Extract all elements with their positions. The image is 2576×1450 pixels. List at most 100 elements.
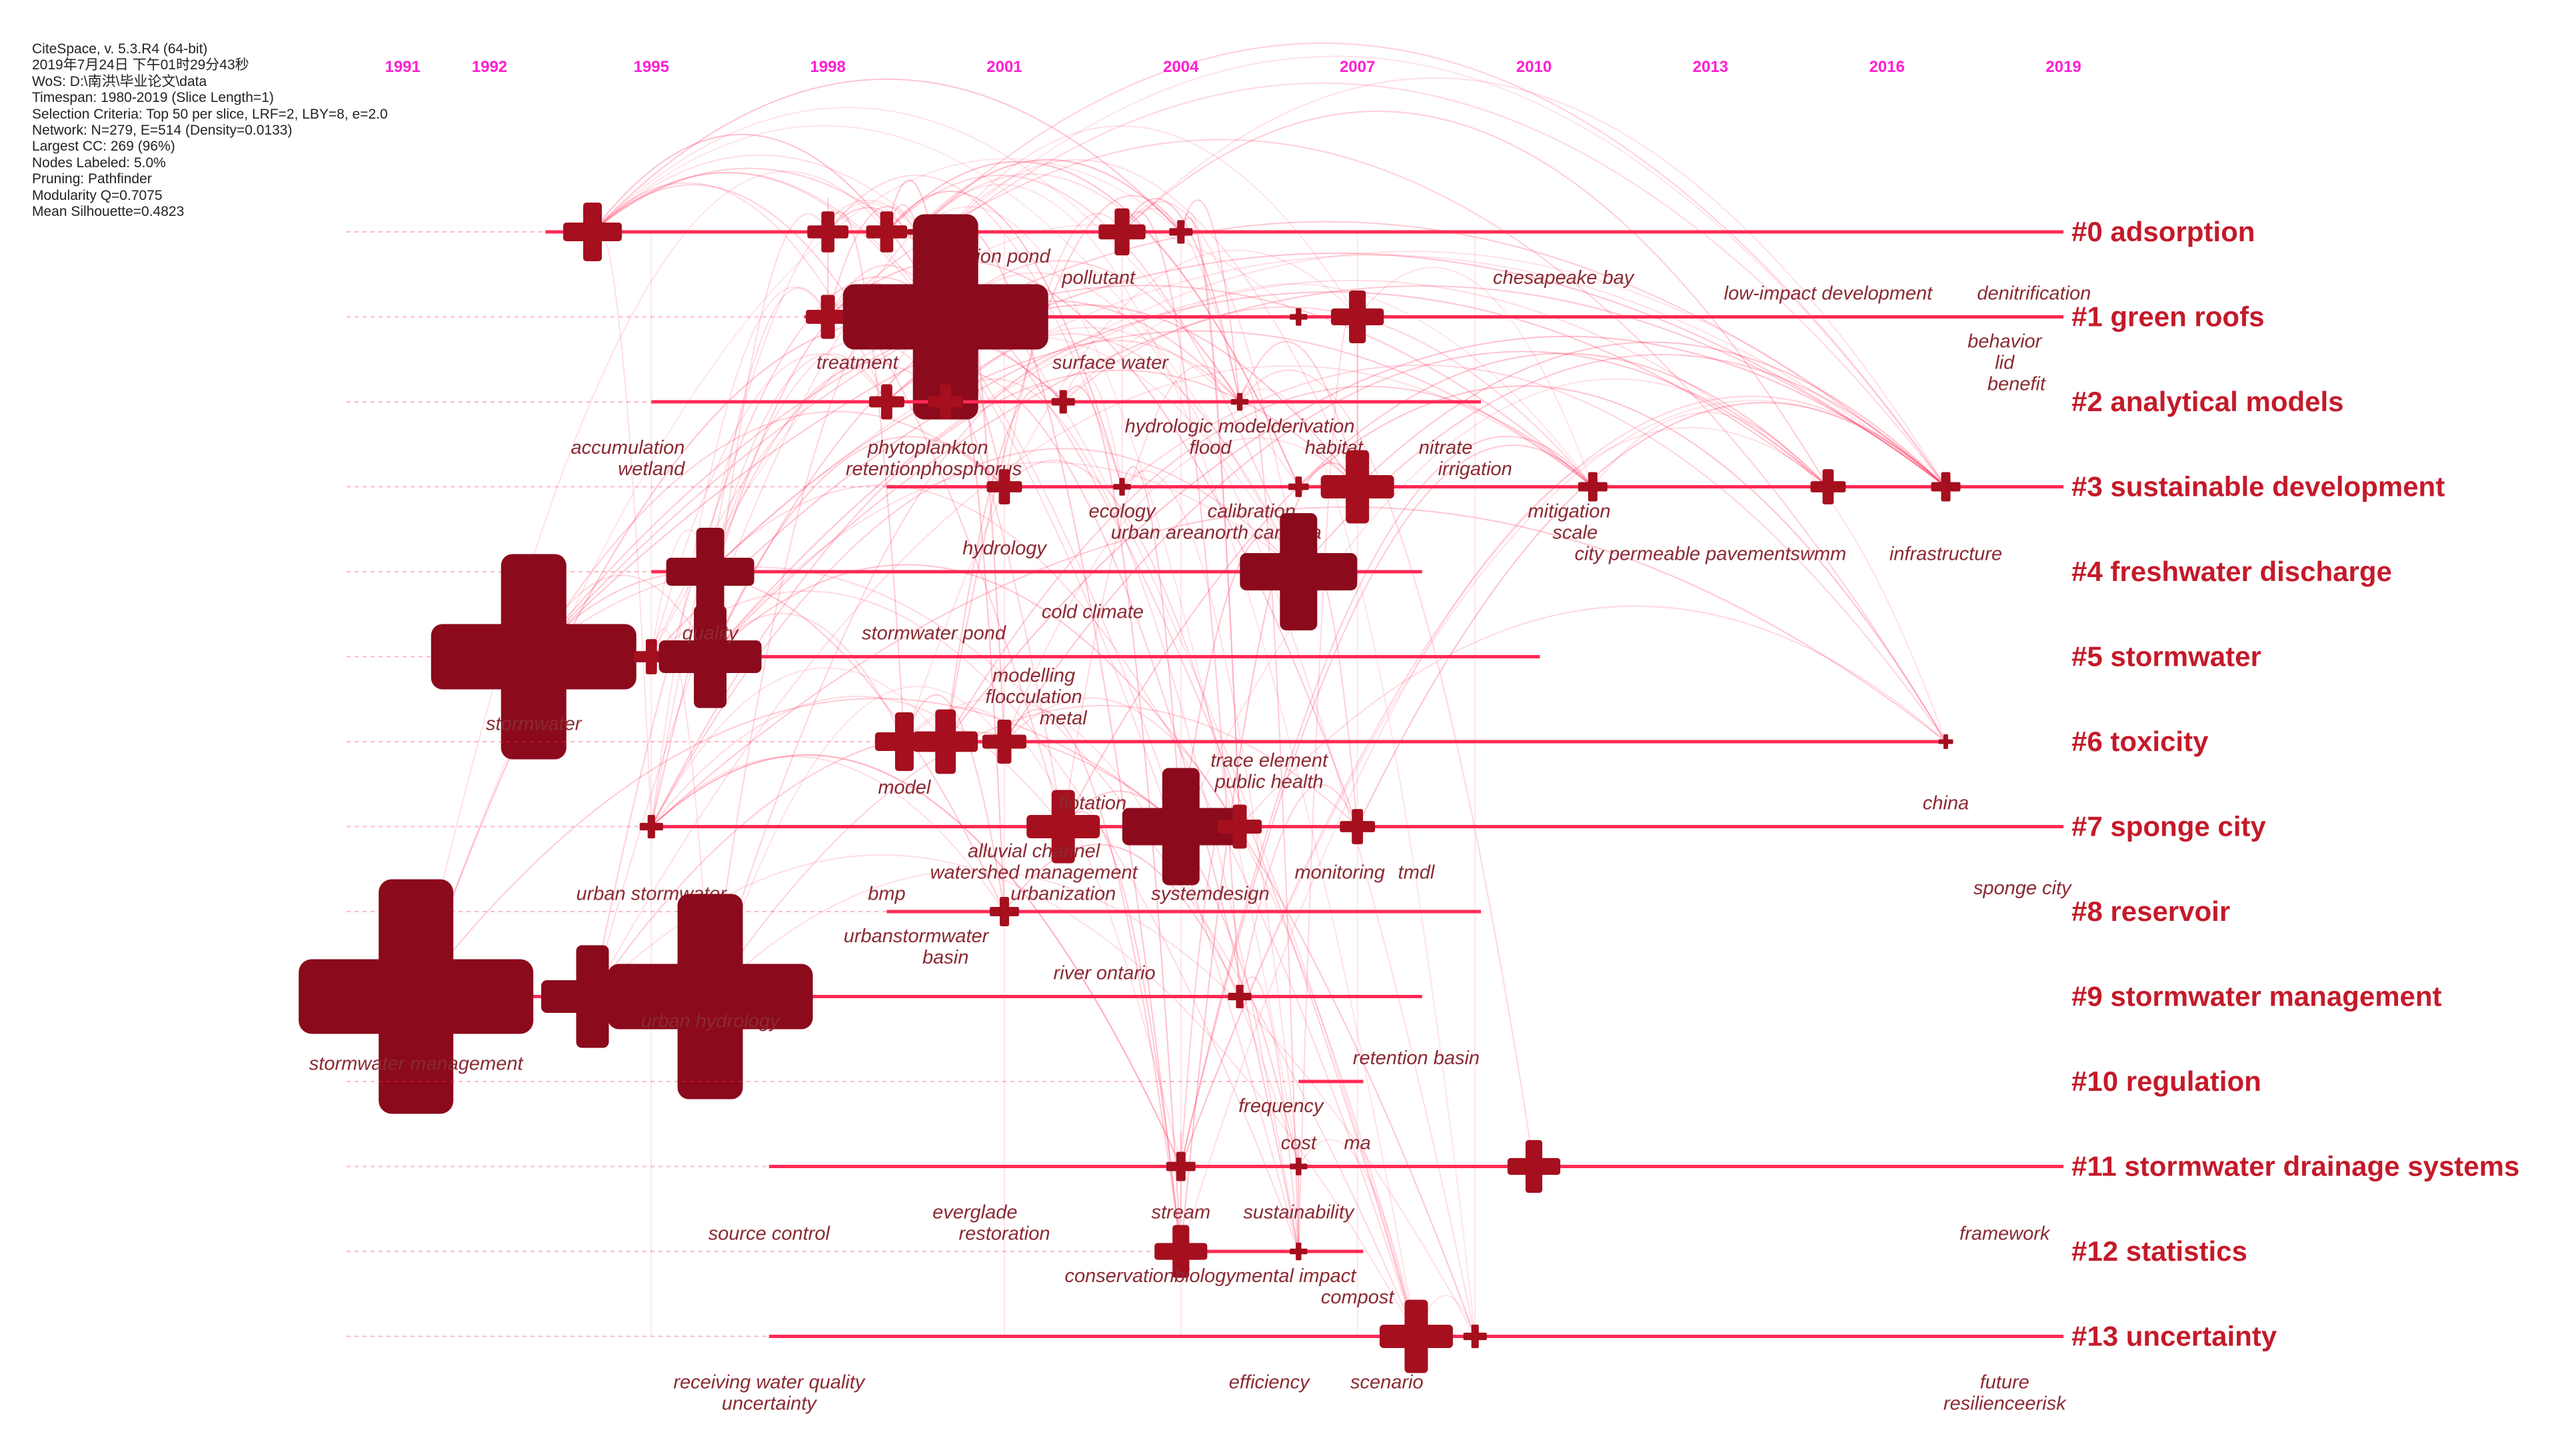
keyword-term-label[interactable]: benefit xyxy=(1987,374,2047,395)
keyword-term-label[interactable]: urbanstormwater xyxy=(844,926,990,947)
keyword-node[interactable] xyxy=(677,894,743,1099)
keyword-term-label[interactable]: systemdesign xyxy=(1151,884,1269,905)
keyword-term-label[interactable]: conservationbiologymental impact xyxy=(1065,1265,1358,1287)
keyword-term-label[interactable]: flocculation xyxy=(986,686,1082,708)
keyword-node[interactable] xyxy=(1232,804,1247,849)
keyword-node[interactable] xyxy=(696,528,724,616)
keyword-term-label[interactable]: hydrologic modelderivation xyxy=(1125,416,1355,437)
keyword-term-label[interactable]: city permeable pavementswmm xyxy=(1574,544,1846,565)
keyword-node[interactable] xyxy=(1172,1225,1190,1278)
keyword-node[interactable] xyxy=(880,211,894,253)
keyword-term-label[interactable]: hydrology xyxy=(962,538,1047,559)
keyword-node[interactable] xyxy=(1352,809,1364,844)
cluster-row-5[interactable]: #5 stormwater cold climate quality stormwat… xyxy=(347,554,2261,760)
keyword-term-label[interactable]: monitoring xyxy=(1294,862,1384,884)
keyword-term-label[interactable]: quality xyxy=(682,623,739,644)
keyword-term-label[interactable]: frequency xyxy=(1238,1095,1324,1117)
cluster-label[interactable]: #4 freshwater discharge xyxy=(2071,556,2392,587)
keyword-node[interactable] xyxy=(576,945,609,1048)
keyword-node[interactable] xyxy=(1162,768,1200,886)
cluster-label[interactable]: #6 toxicity xyxy=(2071,726,2209,757)
keyword-node[interactable] xyxy=(1941,472,1951,502)
cluster-row-12[interactable]: #12 statistics conservationbiologymental … xyxy=(347,1225,2247,1308)
keyword-term-label[interactable]: low-impact development xyxy=(1724,283,1934,305)
keyword-node[interactable] xyxy=(894,712,914,771)
keyword-node[interactable] xyxy=(1296,308,1302,326)
keyword-term-label[interactable]: irrigation xyxy=(1438,458,1512,480)
keyword-term-label[interactable]: phytoplankton xyxy=(867,437,988,458)
keyword-node[interactable] xyxy=(379,879,454,1114)
keyword-term-label[interactable]: resilienceerisk xyxy=(1943,1393,2067,1415)
keyword-node[interactable] xyxy=(881,384,892,420)
keyword-term-label[interactable]: china xyxy=(1923,793,1969,814)
keyword-term-label[interactable]: ecology xyxy=(1089,501,1156,522)
keyword-term-label[interactable]: infrastructure xyxy=(1890,544,2002,565)
keyword-node[interactable] xyxy=(1943,734,1948,749)
keyword-node[interactable] xyxy=(1177,220,1185,244)
keyword-term-label[interactable]: nitrate xyxy=(1419,437,1473,458)
cluster-label[interactable]: #2 analytical models xyxy=(2071,386,2344,417)
keyword-term-label[interactable]: accumulation xyxy=(571,437,685,458)
keyword-term-label[interactable]: model xyxy=(878,777,932,798)
keyword-term-label[interactable]: flood xyxy=(1189,437,1232,458)
keyword-term-label[interactable]: pollutant xyxy=(1061,267,1136,289)
keyword-term-label[interactable]: surface water xyxy=(1052,353,1169,374)
keyword-term-label[interactable]: chesapeake bay xyxy=(1493,267,1635,289)
keyword-term-label[interactable]: public health xyxy=(1214,772,1324,793)
keyword-term-label[interactable]: scale xyxy=(1552,522,1598,544)
keyword-node[interactable] xyxy=(1588,472,1598,502)
keyword-term-label[interactable]: stream xyxy=(1151,1202,1210,1223)
keyword-node[interactable] xyxy=(1119,478,1125,496)
keyword-node[interactable] xyxy=(645,639,657,674)
keyword-node[interactable] xyxy=(1114,208,1130,256)
keyword-term-label[interactable]: cold climate xyxy=(1042,602,1144,623)
keyword-node[interactable] xyxy=(1404,1299,1428,1373)
keyword-term-label[interactable]: sponge city xyxy=(1973,878,2072,899)
keyword-term-label[interactable]: watershed management xyxy=(930,862,1139,884)
keyword-term-label[interactable]: flotation xyxy=(1059,793,1127,814)
keyword-node[interactable] xyxy=(1346,450,1370,524)
keyword-node[interactable] xyxy=(1822,469,1834,504)
keyword-term-label[interactable]: ma xyxy=(1344,1133,1370,1154)
cluster-label[interactable]: #12 statistics xyxy=(2071,1235,2247,1267)
keyword-term-label[interactable]: receiving water quality xyxy=(673,1372,865,1393)
keyword-term-label[interactable]: efficiency xyxy=(1229,1372,1310,1393)
keyword-node[interactable] xyxy=(1295,476,1302,497)
keyword-node[interactable] xyxy=(821,211,834,253)
keyword-node[interactable] xyxy=(998,469,1010,504)
keyword-node[interactable] xyxy=(820,295,835,339)
keyword-node[interactable] xyxy=(583,203,603,261)
cluster-label[interactable]: #8 reservoir xyxy=(2071,896,2230,927)
keyword-term-label[interactable]: retentionphosphorus xyxy=(846,458,1022,480)
keyword-term-label[interactable]: bmp xyxy=(868,884,905,905)
keyword-node[interactable] xyxy=(1176,1151,1186,1181)
keyword-term-label[interactable]: wetland xyxy=(618,458,685,480)
cluster-row-2[interactable]: #2 analytical models hydrologic modelderi… xyxy=(347,384,2344,480)
cluster-row-9[interactable]: #9 stormwater management river ontario urb… xyxy=(299,879,2442,1114)
cluster-label[interactable]: #1 green roofs xyxy=(2071,301,2264,333)
keyword-term-label[interactable]: tmdl xyxy=(1398,862,1436,884)
cluster-label[interactable]: #10 regulation xyxy=(2071,1066,2261,1097)
keyword-node[interactable] xyxy=(999,897,1009,926)
cluster-label[interactable]: #11 stormwater drainage systems xyxy=(2071,1151,2519,1182)
keyword-term-label[interactable]: retention basin xyxy=(1353,1048,1480,1069)
cluster-label[interactable]: #3 sustainable development xyxy=(2071,471,2445,502)
keyword-node[interactable] xyxy=(1059,390,1067,414)
keyword-term-label[interactable]: modelling xyxy=(992,665,1075,686)
keyword-node[interactable] xyxy=(1296,1242,1302,1261)
keyword-node[interactable] xyxy=(1349,290,1366,344)
keyword-term-label[interactable]: compost xyxy=(1321,1287,1396,1308)
keyword-term-label[interactable]: lid xyxy=(1995,353,2015,374)
keyword-term-label[interactable]: trace element xyxy=(1210,750,1329,772)
cluster-row-1[interactable]: #1 green roofs low-impact development deni… xyxy=(347,214,2264,420)
cluster-label[interactable]: #0 adsorption xyxy=(2071,216,2255,247)
keyword-term-label[interactable]: urban hydrology xyxy=(641,1011,780,1032)
cluster-label[interactable]: #7 sponge city xyxy=(2071,811,2266,842)
keyword-node[interactable] xyxy=(1525,1139,1543,1193)
keyword-term-label[interactable]: future xyxy=(1980,1372,2029,1393)
keyword-node[interactable] xyxy=(1471,1324,1479,1349)
